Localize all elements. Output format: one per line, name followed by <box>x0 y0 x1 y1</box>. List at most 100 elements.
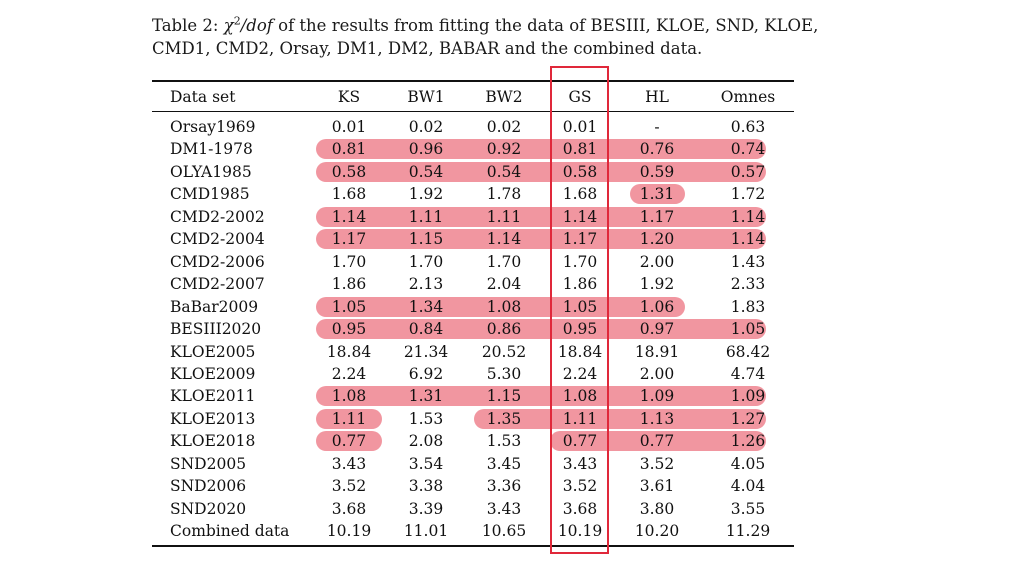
table-cell: 1.11 <box>562 409 598 428</box>
table-cell: 21.34 <box>403 342 449 361</box>
table-cell: 0.02 <box>408 118 444 136</box>
table-cell: 1.83 <box>730 297 766 316</box>
dataset-name: KLOE2018 <box>170 432 256 451</box>
dataset-name: KLOE2013 <box>170 409 256 428</box>
table-cell: 3.68 <box>331 499 367 518</box>
table-cell: 2.00 <box>639 252 675 271</box>
table-cell: 3.80 <box>639 499 675 518</box>
table-cell: 1.13 <box>639 409 675 428</box>
table-cell: 3.68 <box>562 499 598 518</box>
table-cell: 3.45 <box>486 454 522 473</box>
table-cell: 1.17 <box>562 230 598 249</box>
table-cell: 3.54 <box>408 454 444 473</box>
table-cell: 0.01 <box>331 118 367 136</box>
table-cell: 11.01 <box>403 522 449 541</box>
dataset-name: Combined data <box>170 522 290 541</box>
table-cell: 1.53 <box>486 432 522 451</box>
table-cell: 10.65 <box>481 522 527 541</box>
table-cell: 68.42 <box>725 342 771 361</box>
table-cell: 1.86 <box>562 275 598 294</box>
table-cell: 3.36 <box>486 477 522 496</box>
table-cell: 1.11 <box>486 207 522 226</box>
table-cell: 1.53 <box>408 409 444 428</box>
table-cell: 0.02 <box>486 118 522 136</box>
table-cell: 1.31 <box>639 185 675 204</box>
caption-label: Table 2: <box>152 16 224 35</box>
table-cell: 2.00 <box>639 364 675 383</box>
dataset-name: CMD2-2002 <box>170 207 265 226</box>
table-cell: 1.05 <box>331 297 367 316</box>
table-cell: 1.26 <box>730 432 766 451</box>
table-cell: 20.52 <box>481 342 527 361</box>
table-cell: 0.57 <box>730 162 766 181</box>
dataset-name: SND2006 <box>170 477 247 496</box>
table-cell: 0.86 <box>486 320 522 339</box>
table-cell: 1.43 <box>730 252 766 271</box>
table-cell: 2.33 <box>730 275 766 294</box>
table-cell: 1.14 <box>730 207 766 226</box>
chi-symbol: χ <box>223 16 234 35</box>
table-cell: 1.86 <box>331 275 367 294</box>
dataset-name: KLOE2009 <box>170 364 256 383</box>
table-cell: 1.09 <box>730 387 766 406</box>
table-top-rule <box>152 80 794 82</box>
table-cell: 0.01 <box>562 118 598 136</box>
table-cell: 1.15 <box>408 230 444 249</box>
table-cell: 0.92 <box>486 140 522 159</box>
dof-symbol: /dof <box>240 16 273 35</box>
table-cell: 0.54 <box>408 162 444 181</box>
table-cell: 1.70 <box>331 252 367 271</box>
table-cell: 1.68 <box>562 185 598 204</box>
table-cell: 0.58 <box>331 162 367 181</box>
table-cell: 1.14 <box>730 230 766 249</box>
table-cell: 0.59 <box>639 162 675 181</box>
caption-text-line1: of the results from fitting the data of … <box>272 16 819 35</box>
table-cell: 4.04 <box>730 477 766 496</box>
table-cell: 1.08 <box>486 297 522 316</box>
row-highlight <box>316 386 766 407</box>
table-cell: 1.92 <box>639 275 675 294</box>
table-cell: 0.58 <box>562 162 598 181</box>
dataset-name: KLOE2011 <box>170 387 256 406</box>
table-cell: 1.09 <box>639 387 675 406</box>
table-cell: 0.77 <box>639 432 675 451</box>
table-cell: 18.84 <box>326 342 372 361</box>
column-header-bw1: BW1 <box>407 88 445 106</box>
table-cell: 2.24 <box>331 364 367 383</box>
table-cell: 3.39 <box>408 499 444 518</box>
dataset-name: CMD2-2007 <box>170 275 265 294</box>
dataset-name: CMD2-2004 <box>170 230 265 249</box>
table-cell: 3.52 <box>639 454 675 473</box>
column-header-gs: GS <box>568 88 592 106</box>
table-cell: 0.95 <box>331 320 367 339</box>
table-cell: 5.30 <box>486 364 522 383</box>
table-cell: 1.05 <box>562 297 598 316</box>
table-cell: 3.55 <box>730 499 766 518</box>
table-cell: 1.78 <box>486 185 522 204</box>
table-cell: 2.08 <box>408 432 444 451</box>
table-cell: 1.92 <box>408 185 444 204</box>
table-cell: 1.06 <box>639 297 675 316</box>
table-cell: 1.35 <box>486 409 522 428</box>
table-cell: 0.81 <box>562 140 598 159</box>
row-highlight <box>316 206 766 227</box>
table-cell: 1.11 <box>331 409 367 428</box>
dataset-name: SND2020 <box>170 499 247 518</box>
dataset-name: KLOE2005 <box>170 342 256 361</box>
table-cell: 0.54 <box>486 162 522 181</box>
dataset-name: OLYA1985 <box>170 162 252 181</box>
table-cell: 1.14 <box>562 207 598 226</box>
table-cell: 1.72 <box>730 185 766 204</box>
table-cell: 0.97 <box>639 320 675 339</box>
table-cell: 0.63 <box>730 118 766 136</box>
column-header-omnes: Omnes <box>720 88 776 106</box>
table-cell: 10.19 <box>326 522 372 541</box>
table-cell: 0.76 <box>639 140 675 159</box>
dataset-name: DM1-1978 <box>170 140 253 159</box>
dataset-name: SND2005 <box>170 454 247 473</box>
dataset-name: CMD1985 <box>170 185 250 204</box>
table-cell: - <box>654 118 660 136</box>
table-cell: 3.52 <box>331 477 367 496</box>
column-header-hl: HL <box>645 88 669 106</box>
caption-text-line2: CMD1, CMD2, Orsay, DM1, DM2, BABAR and t… <box>152 39 703 58</box>
